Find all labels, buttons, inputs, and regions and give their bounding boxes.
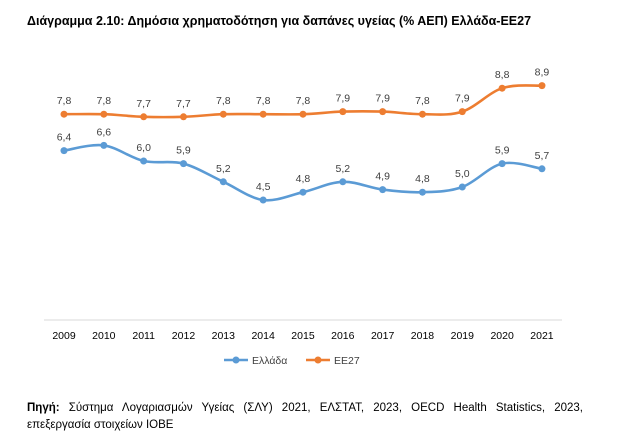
data-label: 6,6 [97,126,112,138]
data-point [100,141,108,149]
x-tick-label: 2018 [411,330,435,342]
data-label: 5,2 [336,163,351,175]
data-label: 7,8 [57,95,72,107]
data-point [60,147,68,155]
data-point [60,110,68,118]
data-point [219,178,227,186]
data-point [259,110,267,118]
x-tick-label: 2015 [291,330,315,342]
data-point [418,188,426,196]
data-label: 8,9 [535,67,550,79]
data-point [339,108,347,116]
data-point [418,110,426,118]
data-label: 5,7 [535,150,550,162]
data-label: 4,8 [415,173,430,185]
source-note: Πηγή: Σύστημα Λογαριασμών Υγείας (ΣΛΥ) 2… [27,400,583,434]
data-label: 5,2 [216,163,231,175]
data-label: 7,8 [216,95,231,107]
data-label: 7,8 [296,95,311,107]
data-point [538,82,546,90]
data-point [219,110,227,118]
data-point [379,108,387,116]
source-text: Σύστημα Λογαριασμών Υγείας (ΣΛΥ) 2021, Ε… [27,402,583,431]
legend-label: ΕΕ27 [334,355,360,367]
data-label: 7,7 [136,98,151,110]
data-point [299,188,307,196]
data-label: 5,0 [455,168,470,180]
legend-label: Ελλάδα [252,355,287,367]
data-label: 7,8 [97,95,112,107]
legend-marker [232,356,240,364]
data-label: 7,9 [375,93,390,105]
x-tick-label: 2016 [331,330,355,342]
line-chart: 2009 2010 2011 2012 2013 2014 2015 2016 2017 2018… [44,67,562,367]
data-point [179,113,187,121]
data-label: 4,8 [296,173,311,185]
data-label: 5,9 [176,145,191,157]
data-label: 6,0 [136,142,151,154]
x-tick-label: 2012 [172,330,196,342]
data-point [179,160,187,168]
data-point [538,165,546,173]
data-label: 7,8 [256,95,271,107]
x-tick-label: 2020 [490,330,514,342]
data-point [140,113,148,121]
data-point [140,157,148,165]
source-label: Πηγή: [27,402,60,414]
x-tick-label: 2019 [451,330,475,342]
data-label: 7,7 [176,98,191,110]
data-label: 5,9 [495,145,510,157]
data-point [100,110,108,118]
data-label: 7,8 [415,95,430,107]
x-tick-label: 2017 [371,330,395,342]
data-label: 7,9 [336,93,351,105]
data-point [498,160,506,168]
x-tick-label: 2014 [251,330,275,342]
x-tick-label: 2013 [212,330,236,342]
data-point [379,186,387,194]
data-point [458,108,466,116]
x-tick-label: 2009 [52,330,76,342]
data-point [259,196,267,204]
data-label: 4,9 [375,171,390,183]
data-label: 8,8 [495,69,510,81]
data-label: 7,9 [455,93,470,105]
legend-marker [314,356,322,364]
x-tick-label: 2010 [92,330,116,342]
data-label: 6,4 [57,132,72,144]
x-tick-label: 2011 [132,330,155,342]
data-point [299,110,307,118]
data-label: 4,5 [256,181,271,193]
data-point [339,178,347,186]
data-point [458,183,466,191]
data-point [498,84,506,92]
chart-title: Διάγραμμα 2.10: Δημόσια χρηματοδότηση γι… [27,14,532,28]
x-tick-label: 2021 [530,330,554,342]
